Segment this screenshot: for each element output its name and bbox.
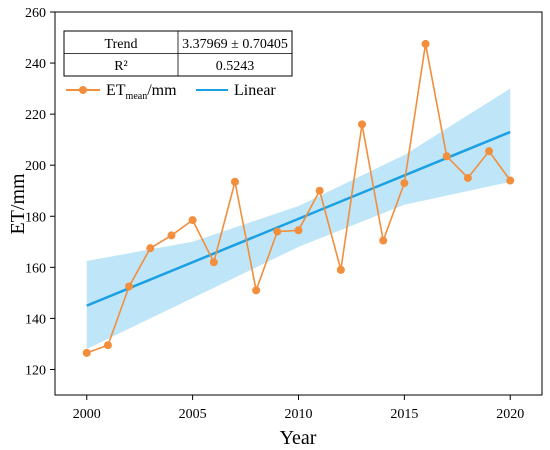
data-point-2009 (273, 227, 282, 236)
linear-fit-layer (86, 130, 511, 307)
data-point-2010 (294, 226, 303, 235)
y-tick-label-260: 260 (25, 6, 46, 21)
stats-r2-label: R² (114, 59, 128, 74)
data-point-2008 (252, 286, 261, 295)
data-point-2014 (379, 236, 388, 245)
x-axis-ticks: 2000 2005 2010 2015 2020 (73, 395, 524, 422)
x-tick-label-2015: 2015 (390, 407, 418, 422)
series-layer (82, 39, 515, 357)
x-tick-label-2020: 2020 (496, 407, 524, 422)
x-axis-label: Year (280, 427, 317, 449)
legend-series-subscript: mean (126, 91, 148, 102)
data-point-2016 (421, 39, 430, 48)
y-tick-label-200: 200 (25, 159, 46, 174)
legend-series-label: ETmean/mm (106, 82, 177, 102)
data-point-2018 (463, 173, 472, 182)
stats-table: Trend 3.37969 ± 0.70405 R² 0.5243 (63, 30, 293, 77)
legend-linear-label: Linear (234, 82, 276, 99)
data-point-2002 (125, 282, 134, 291)
data-point-2015 (400, 179, 409, 188)
y-axis-ticks: 120 140 160 180 200 220 240 260 (25, 6, 55, 378)
y-tick-label-160: 160 (25, 261, 46, 276)
data-point-2006 (209, 258, 218, 267)
legend-series-marker (79, 86, 87, 94)
data-point-2013 (358, 120, 367, 129)
data-point-2020 (506, 176, 515, 185)
legend-series-suffix: /mm (147, 82, 177, 99)
data-point-2019 (485, 147, 494, 156)
stats-trend-label: Trend (105, 37, 138, 52)
x-tick-label-2005: 2005 (179, 407, 207, 422)
y-axis-label: ET/mm (7, 173, 29, 235)
data-point-2004 (167, 231, 176, 240)
data-point-2003 (146, 244, 155, 253)
y-tick-label-120: 120 (25, 363, 46, 378)
legend: ETmean/mm Linear (66, 82, 276, 102)
legend-series-main: ET (106, 82, 126, 99)
data-point-2017 (442, 152, 451, 161)
stats-trend-value: 3.37969 ± 0.70405 (182, 37, 288, 52)
y-tick-label-220: 220 (25, 108, 46, 123)
data-point-2000 (82, 348, 91, 357)
y-tick-label-240: 240 (25, 57, 46, 72)
y-tick-label-140: 140 (25, 312, 46, 327)
data-point-2012 (336, 265, 345, 274)
y-tick-label-180: 180 (25, 210, 46, 225)
linear-fit-line (86, 130, 511, 307)
data-point-2001 (103, 341, 112, 350)
x-tick-label-2000: 2000 (73, 407, 101, 422)
data-point-2007 (230, 177, 239, 186)
data-point-2011 (315, 186, 324, 195)
data-point-2005 (188, 216, 197, 225)
stats-r2-value: 0.5243 (216, 59, 255, 74)
x-tick-label-2010: 2010 (285, 407, 313, 422)
